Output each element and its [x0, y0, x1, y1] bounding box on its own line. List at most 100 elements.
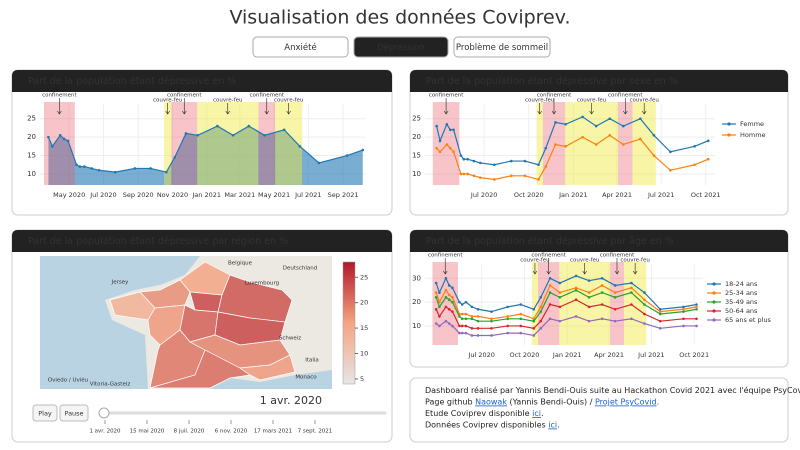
period-annotation: confinement: [249, 93, 284, 99]
point: [47, 135, 50, 139]
point: [587, 296, 591, 299]
info-line: Données Coviprev disponibles ici.: [425, 419, 560, 429]
point: [444, 305, 448, 309]
point: [447, 293, 451, 297]
info-link[interactable]: Naowak: [475, 397, 507, 406]
point: [478, 161, 482, 165]
slider-button-label[interactable]: Pause: [64, 410, 83, 418]
point: [476, 315, 480, 318]
arrow-head: [623, 110, 628, 115]
point: [613, 291, 617, 294]
tab[interactable]: [453, 36, 551, 58]
point: [639, 117, 642, 121]
colorbar-tick-label: 5: [360, 375, 364, 383]
colorbar-tick-label: 20: [360, 299, 368, 307]
slider-tick-label: 7 sept. 2021: [298, 429, 333, 435]
point: [574, 288, 578, 292]
point: [478, 176, 482, 179]
point: [643, 291, 646, 294]
point: [558, 319, 562, 323]
point: [464, 312, 468, 316]
point: [58, 133, 62, 137]
point: [460, 331, 464, 335]
x-tick-label: Jan 2021: [191, 191, 221, 199]
point: [554, 143, 557, 146]
slider-button[interactable]: [32, 404, 58, 422]
colorbar-tick-label: 10: [360, 350, 368, 358]
point: [519, 317, 523, 321]
period-annotation: confinement: [167, 93, 202, 99]
point: [574, 274, 578, 278]
info-text: .: [657, 397, 660, 406]
point: [548, 291, 552, 294]
slider-knob[interactable]: [98, 407, 110, 419]
place-label: Italia: [305, 358, 319, 364]
point: [476, 327, 480, 330]
x-tick-label: Jul 2020: [467, 351, 494, 359]
x-tick-label: Nov 2020: [157, 191, 188, 199]
point: [444, 288, 448, 292]
point: [613, 307, 617, 311]
x-tick-label: May 2020: [53, 191, 85, 199]
point: [658, 307, 662, 311]
point: [466, 157, 469, 161]
point: [537, 163, 540, 167]
point: [523, 159, 527, 163]
arrow-head: [443, 110, 449, 115]
point: [695, 303, 698, 306]
tab-label[interactable]: Anxiété: [284, 42, 316, 53]
arrow-head: [532, 270, 538, 275]
tab[interactable]: [252, 36, 349, 58]
slider-button[interactable]: [59, 404, 89, 422]
point: [630, 281, 633, 285]
colorbar: [342, 261, 356, 385]
info-link[interactable]: ici: [532, 409, 541, 418]
arrow-head: [225, 110, 231, 115]
point: [682, 305, 685, 309]
point: [682, 317, 685, 321]
point: [506, 305, 510, 309]
point: [434, 296, 438, 299]
info-link[interactable]: ici: [548, 420, 557, 429]
panel-title: Part de la population étant dépressive e…: [28, 76, 236, 87]
series-line: [436, 116, 709, 166]
place-label: Oviedo / Uviéu: [48, 377, 88, 384]
place-label: Luxembourg: [245, 281, 279, 287]
tab[interactable]: [353, 36, 449, 58]
point: [548, 317, 552, 321]
point: [476, 334, 480, 337]
point: [196, 133, 200, 137]
legend-marker: [727, 122, 731, 126]
slider-button-label[interactable]: Play: [38, 410, 52, 418]
point: [490, 317, 493, 321]
arrow-head: [57, 110, 62, 115]
point: [630, 317, 633, 321]
x-tick-label: Oct 2021: [691, 191, 721, 199]
point: [263, 133, 266, 137]
point: [62, 137, 66, 141]
tab-label[interactable]: Dépression: [377, 42, 425, 53]
point: [451, 310, 454, 313]
series-line: [435, 315, 697, 337]
point: [510, 159, 513, 163]
info-link[interactable]: Projet PsyCovid: [595, 397, 657, 406]
point: [472, 174, 476, 178]
panel-title: Part de la population étant dépressive p…: [426, 236, 674, 247]
point: [435, 124, 438, 128]
point: [458, 300, 461, 304]
point: [438, 291, 441, 294]
series-line: [435, 289, 697, 322]
point: [587, 305, 591, 309]
y-tick-label: 10: [412, 322, 421, 330]
point: [682, 310, 685, 313]
point: [75, 163, 78, 167]
point: [544, 165, 548, 168]
point: [630, 291, 633, 294]
point: [639, 137, 642, 141]
place-label: Belgique: [228, 261, 253, 267]
point: [558, 281, 562, 285]
place-label: Monaco: [295, 375, 317, 381]
info-text: Etude Coviprev disponible: [425, 409, 532, 418]
tab-label[interactable]: Problème de sommeil: [456, 42, 548, 53]
point: [658, 319, 662, 323]
